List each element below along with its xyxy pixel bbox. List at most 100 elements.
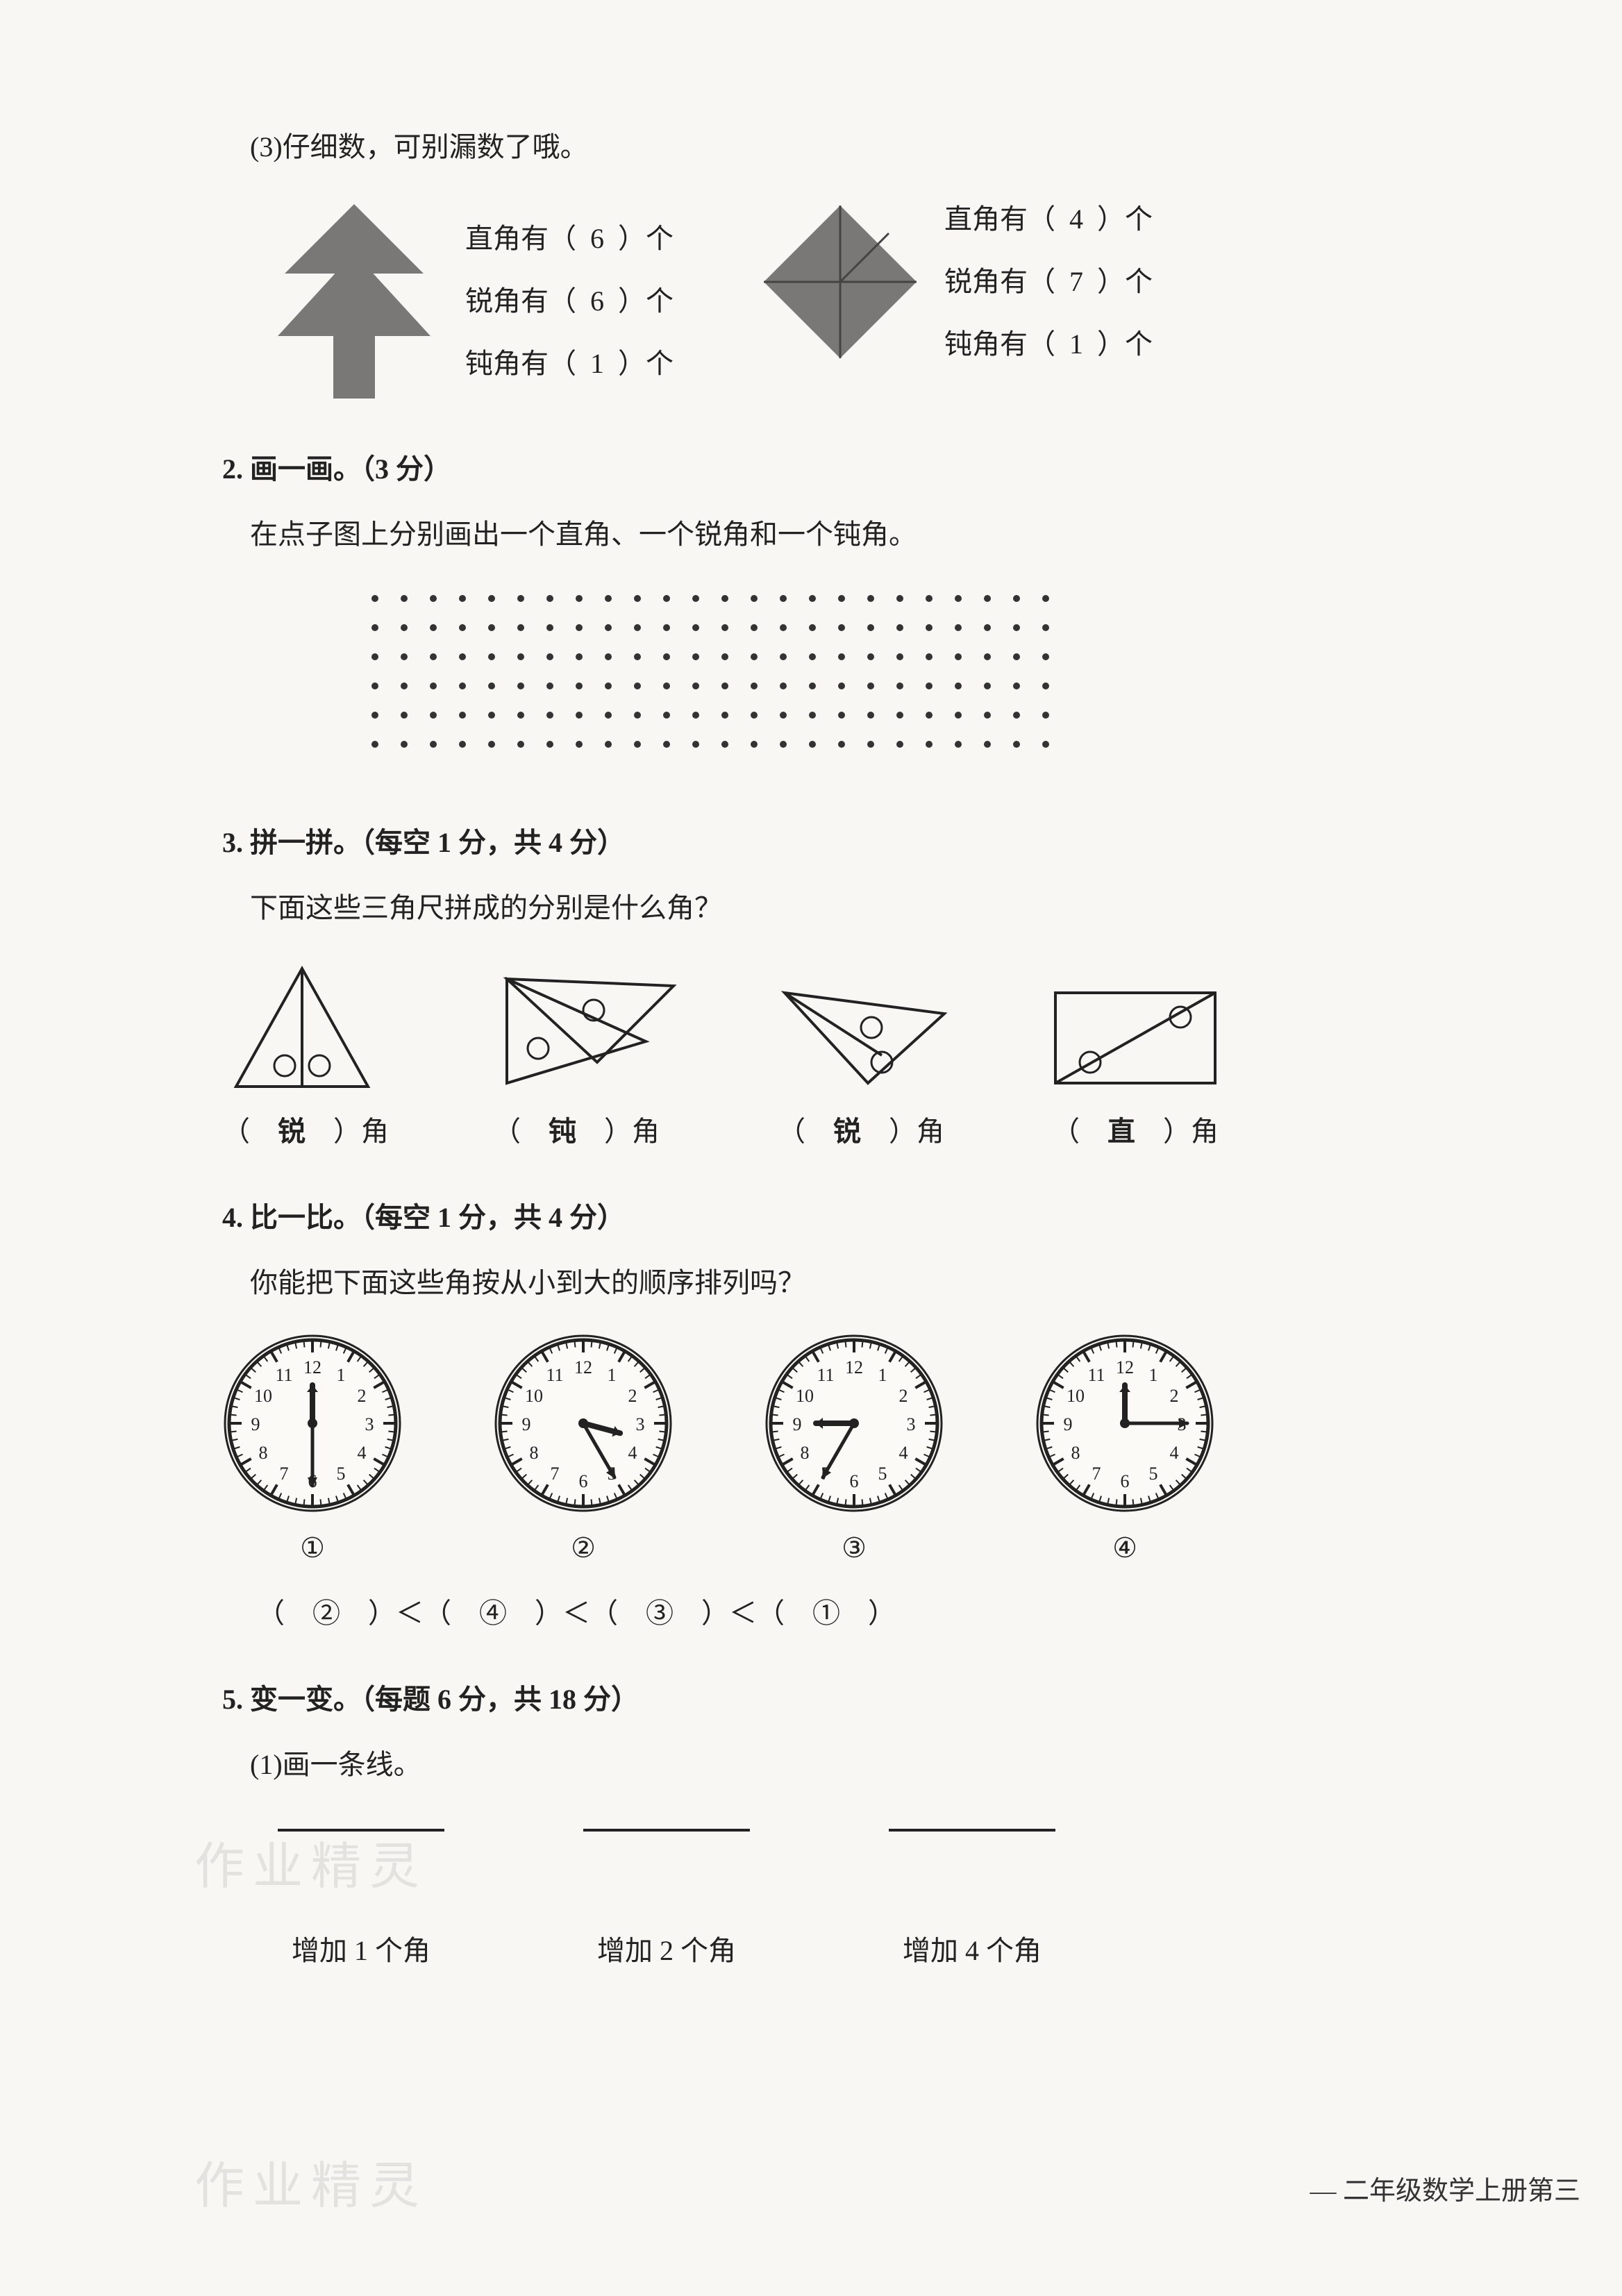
line-label-2: 增加 4 个角 <box>889 1929 1055 1973</box>
svg-text:2: 2 <box>899 1386 908 1406</box>
svg-text:7: 7 <box>551 1464 560 1484</box>
svg-text:12: 12 <box>574 1357 592 1377</box>
suffix: ）个 <box>1097 203 1153 235</box>
clock-face-icon: 123456789101112 <box>764 1333 944 1514</box>
dot-grid-svg <box>361 585 1097 779</box>
svg-text:5: 5 <box>1149 1464 1158 1484</box>
shape2-line-1: 锐角有（7）个 <box>944 260 1153 304</box>
order-0: ② <box>312 1598 340 1629</box>
label: 直角有（ <box>465 223 576 254</box>
svg-text:8: 8 <box>800 1443 809 1463</box>
clock-face-icon: 123456789101112 <box>1035 1333 1215 1514</box>
shape2-line-0: 直角有（4）个 <box>944 197 1153 242</box>
answer: 钝 <box>549 1116 576 1147</box>
svg-text:9: 9 <box>1064 1414 1073 1434</box>
line-label-1: 增加 2 个角 <box>583 1929 750 1973</box>
q4-prompt: 你能把下面这些角按从小到大的顺序排列吗？ <box>250 1261 1400 1305</box>
svg-text:4: 4 <box>358 1443 367 1463</box>
svg-text:12: 12 <box>303 1357 321 1377</box>
svg-text:1: 1 <box>608 1365 617 1385</box>
q2-prompt: 在点子图上分别画出一个直角、一个锐角和一个钝角。 <box>250 512 1400 557</box>
tri-label-3: （ 直 ）角 <box>1042 1109 1229 1154</box>
dot-grid <box>361 585 1400 779</box>
svg-text:3: 3 <box>636 1414 645 1434</box>
q5-sub: (1)画一条线。 <box>250 1743 1400 1787</box>
line-segment-icon <box>889 1829 1055 1832</box>
line-label-0: 增加 1 个角 <box>278 1929 444 1973</box>
svg-text:12: 12 <box>845 1357 863 1377</box>
svg-text:1: 1 <box>1149 1365 1158 1385</box>
svg-text:2: 2 <box>358 1386 367 1406</box>
svg-text:11: 11 <box>1087 1365 1105 1385</box>
q3: 3. 拼一拼。（每空 1 分，共 4 分） 下面这些三角尺拼成的分别是什么角？ … <box>222 821 1400 1154</box>
diamond-icon <box>757 199 923 365</box>
suffix: ）个 <box>618 285 674 317</box>
triangle-pair-1-icon <box>222 958 382 1097</box>
svg-text:8: 8 <box>1071 1443 1080 1463</box>
line-segment-icon <box>583 1829 750 1832</box>
q4: 4. 比一比。（每空 1 分，共 4 分） 你能把下面这些角按从小到大的顺序排列… <box>222 1196 1400 1636</box>
watermark-2: 作业精灵 <box>194 2147 428 2227</box>
svg-text:8: 8 <box>529 1443 538 1463</box>
q1c: (3)仔细数，可别漏数了哦。 直角有（6）个 锐角有（6）个 <box>222 125 1400 405</box>
tree-arrow-icon <box>264 197 444 405</box>
shape1-block: 直角有（6）个 锐角有（6）个 钝角有（1）个 <box>264 197 674 405</box>
svg-text:6: 6 <box>850 1471 859 1491</box>
shape2-line-2: 钝角有（1）个 <box>944 322 1153 367</box>
compare-line: （ ② ）＜（ ④ ）＜（ ③ ）＜（ ① ） <box>257 1591 1400 1636</box>
svg-text:11: 11 <box>546 1365 563 1385</box>
q3-prompt: 下面这些三角尺拼成的分别是什么角？ <box>250 886 1400 930</box>
watermark-1: 作业精灵 <box>194 1827 428 1907</box>
tri-item-0: （ 锐 ）角 <box>222 958 389 1154</box>
svg-text:6: 6 <box>1121 1471 1130 1491</box>
svg-text:9: 9 <box>793 1414 802 1434</box>
suffix: ）个 <box>618 223 674 254</box>
page-footer: — 二年级数学上册第三 <box>1310 2170 1580 2213</box>
label: 锐角有（ <box>944 266 1055 297</box>
value: 7 <box>1055 260 1097 304</box>
svg-text:7: 7 <box>280 1464 289 1484</box>
line-item-1: 增加 2 个角 <box>583 1829 750 1973</box>
clocks-row: 123456789101112 ① 123456789101112 ② 1234… <box>222 1333 1400 1570</box>
svg-text:6: 6 <box>579 1471 588 1491</box>
worksheet-page: (3)仔细数，可别漏数了哦。 直角有（6）个 锐角有（6）个 <box>0 0 1622 2296</box>
tri-item-3: （ 直 ）角 <box>1042 979 1229 1154</box>
line-item-2: 增加 4 个角 <box>889 1829 1055 1973</box>
shape1-line-2: 钝角有（1）个 <box>465 342 674 386</box>
order-3: ① <box>812 1598 840 1629</box>
tri-label-2: （ 锐 ）角 <box>764 1109 958 1154</box>
svg-text:11: 11 <box>275 1365 292 1385</box>
clock-label-3: ④ <box>1035 1526 1215 1570</box>
sep: ＜ <box>729 1598 757 1629</box>
suffix: ）个 <box>618 348 674 379</box>
shape1-line-0: 直角有（6）个 <box>465 217 674 261</box>
svg-text:4: 4 <box>1170 1443 1179 1463</box>
shape2-block: 直角有（4）个 锐角有（7）个 钝角有（1）个 <box>757 197 1153 367</box>
tri-item-2: （ 锐 ）角 <box>764 972 958 1154</box>
svg-text:8: 8 <box>258 1443 267 1463</box>
sep: ＜ <box>562 1598 590 1629</box>
suffix: ）个 <box>1097 266 1153 297</box>
svg-text:3: 3 <box>365 1414 374 1434</box>
value: 1 <box>576 342 618 386</box>
q2-header: 2. 画一画。（3 分） <box>222 447 1400 492</box>
svg-text:1: 1 <box>337 1365 346 1385</box>
label: 钝角有（ <box>465 348 576 379</box>
svg-text:4: 4 <box>628 1443 637 1463</box>
svg-text:10: 10 <box>1067 1386 1085 1406</box>
clock-item-0: 123456789101112 ① <box>222 1333 403 1570</box>
svg-text:3: 3 <box>907 1414 916 1434</box>
svg-text:4: 4 <box>899 1443 908 1463</box>
svg-text:10: 10 <box>254 1386 272 1406</box>
clock-item-1: 123456789101112 ② <box>493 1333 674 1570</box>
tri-label-1: （ 钝 ）角 <box>472 1109 680 1154</box>
answer: 锐 <box>278 1116 306 1147</box>
svg-text:1: 1 <box>878 1365 887 1385</box>
answer: 锐 <box>833 1116 861 1147</box>
label: 钝角有（ <box>944 328 1055 360</box>
clock-face-icon: 123456789101112 <box>493 1333 674 1514</box>
q3-header: 3. 拼一拼。（每空 1 分，共 4 分） <box>222 821 1400 865</box>
triangle-pair-3-icon <box>764 972 958 1097</box>
clock-face-icon: 123456789101112 <box>222 1333 403 1514</box>
label: 直角有（ <box>944 203 1055 235</box>
